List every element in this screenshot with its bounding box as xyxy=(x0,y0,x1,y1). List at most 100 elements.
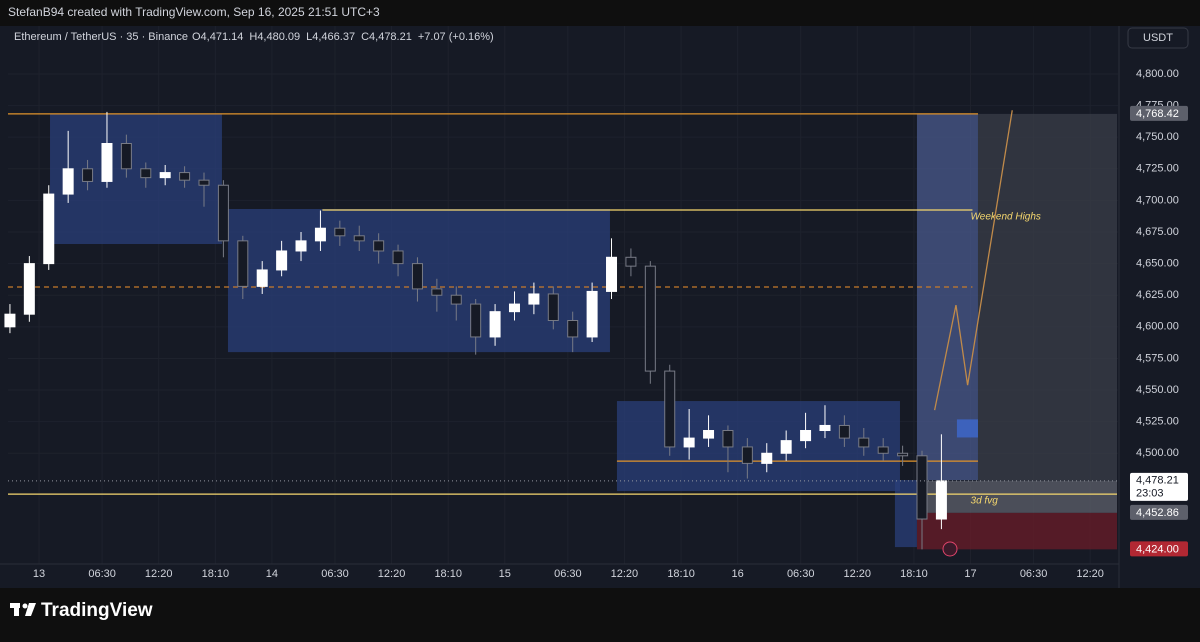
y-tick-label: 4,600.00 xyxy=(1136,321,1179,333)
candle-body xyxy=(800,430,812,442)
x-tick-label: 12:20 xyxy=(378,568,406,580)
x-tick-label: 06:30 xyxy=(1020,568,1048,580)
candle-body xyxy=(703,430,715,439)
candle-body xyxy=(644,265,656,372)
price-label: 4,424.00 xyxy=(1136,543,1179,555)
price-label-box xyxy=(1130,541,1188,557)
zone xyxy=(916,480,1118,513)
ohlc-value: C4,478.21 xyxy=(361,31,412,43)
candle-body xyxy=(877,446,889,454)
candle-body xyxy=(43,193,55,265)
candle-body xyxy=(373,240,385,252)
x-tick-label: 06:30 xyxy=(554,568,582,580)
y-tick-label: 4,625.00 xyxy=(1136,289,1179,301)
currency[interactable]: USDT xyxy=(1143,32,1173,44)
y-tick-label: 4,675.00 xyxy=(1136,226,1179,238)
zone xyxy=(977,113,1118,481)
candle-body xyxy=(567,320,579,338)
price-label: 4,452.86 xyxy=(1136,507,1179,519)
x-tick-label: 12:20 xyxy=(844,568,872,580)
x-tick-label: 16 xyxy=(732,568,744,580)
zone xyxy=(50,113,222,245)
x-tick-label: 18:10 xyxy=(900,568,928,580)
footer-logo: TradingView xyxy=(41,600,153,621)
candle-body xyxy=(276,250,288,271)
x-tick-label: 18:10 xyxy=(434,568,462,580)
candle-body xyxy=(547,293,559,322)
alert-icon[interactable] xyxy=(942,541,958,557)
ohlc-value: H4,480.09 xyxy=(249,31,300,43)
price-label: 4,768.42 xyxy=(1136,108,1179,120)
legend-values: O4,471.14 H4,480.09 L4,466.37 C4,478.21 +7.0… xyxy=(192,31,494,43)
candle-body xyxy=(101,143,113,182)
zone xyxy=(916,113,978,481)
x-tick-label: 14 xyxy=(266,568,278,580)
y-tick-label: 4,800.00 xyxy=(1136,68,1179,80)
candle-body xyxy=(179,172,191,181)
candle-body xyxy=(82,168,94,182)
candle-body xyxy=(625,256,637,267)
candle-body xyxy=(508,303,520,313)
candle-body xyxy=(858,437,870,448)
candle-body xyxy=(120,143,132,170)
plot: Weekend Highs 3d fvg xyxy=(4,26,1118,564)
ohlc-value: O4,471.14 xyxy=(192,31,243,43)
x-tick-label: 13 xyxy=(33,568,45,580)
projection-line xyxy=(933,110,1013,411)
candle-body xyxy=(683,437,695,448)
y-tick-label: 4,650.00 xyxy=(1136,258,1179,270)
countdown: 23:03 xyxy=(1136,488,1164,500)
candle-body xyxy=(392,250,404,265)
y-tick-label: 4,525.00 xyxy=(1136,416,1179,428)
x-tick-label: 12:20 xyxy=(1076,568,1104,580)
candle-body xyxy=(935,480,947,520)
x-tick-label: 06:30 xyxy=(88,568,116,580)
candle-body xyxy=(159,172,171,179)
candle-body xyxy=(664,370,676,448)
zone xyxy=(956,419,978,438)
candle-body xyxy=(314,227,326,242)
x-tick-label: 12:20 xyxy=(611,568,639,580)
x-tick-label: 12:20 xyxy=(145,568,173,580)
currency-button[interactable] xyxy=(1127,27,1189,49)
candle-body xyxy=(741,446,753,464)
symbol: Ethereum / TetherUS · 35 · Binance xyxy=(14,31,188,43)
candle-body xyxy=(780,440,792,454)
candle-body xyxy=(489,311,501,338)
y-tick-label: 4,700.00 xyxy=(1136,194,1179,206)
candle-body xyxy=(295,240,307,252)
candle-body xyxy=(528,293,540,305)
x-tick-label: 17 xyxy=(964,568,976,580)
price-label-box xyxy=(1130,472,1188,501)
logo-mark xyxy=(14,603,19,616)
logo-mark xyxy=(22,603,28,609)
y-tick-label: 4,500.00 xyxy=(1136,447,1179,459)
candle-body xyxy=(237,240,249,287)
candle-body xyxy=(916,455,928,520)
candle-body xyxy=(23,263,35,315)
candle-body xyxy=(761,452,773,464)
y-tick-label: 4,550.00 xyxy=(1136,384,1179,396)
zone xyxy=(894,480,917,548)
candle-body xyxy=(819,424,831,432)
candle-body xyxy=(256,269,268,287)
candle-body xyxy=(470,303,482,338)
price-label-box xyxy=(1130,504,1188,520)
x-tick-label: 06:30 xyxy=(321,568,349,580)
logo xyxy=(10,603,36,616)
level-label: Weekend Highs xyxy=(971,212,1041,223)
candle-body xyxy=(4,313,16,328)
price-label-box xyxy=(1130,105,1188,121)
price-label: 4,478.21 xyxy=(1136,475,1179,487)
candle-body xyxy=(586,290,598,338)
y-tick-label: 4,750.00 xyxy=(1136,131,1179,143)
candle-body xyxy=(897,452,909,457)
candle-body xyxy=(450,294,462,305)
candle-body xyxy=(411,263,423,290)
x-tick-label: 06:30 xyxy=(787,568,815,580)
y-tick-label: 4,575.00 xyxy=(1136,352,1179,364)
level-label: 3d fvg xyxy=(971,496,999,507)
candle-body xyxy=(606,256,618,292)
candle-body xyxy=(217,184,229,242)
